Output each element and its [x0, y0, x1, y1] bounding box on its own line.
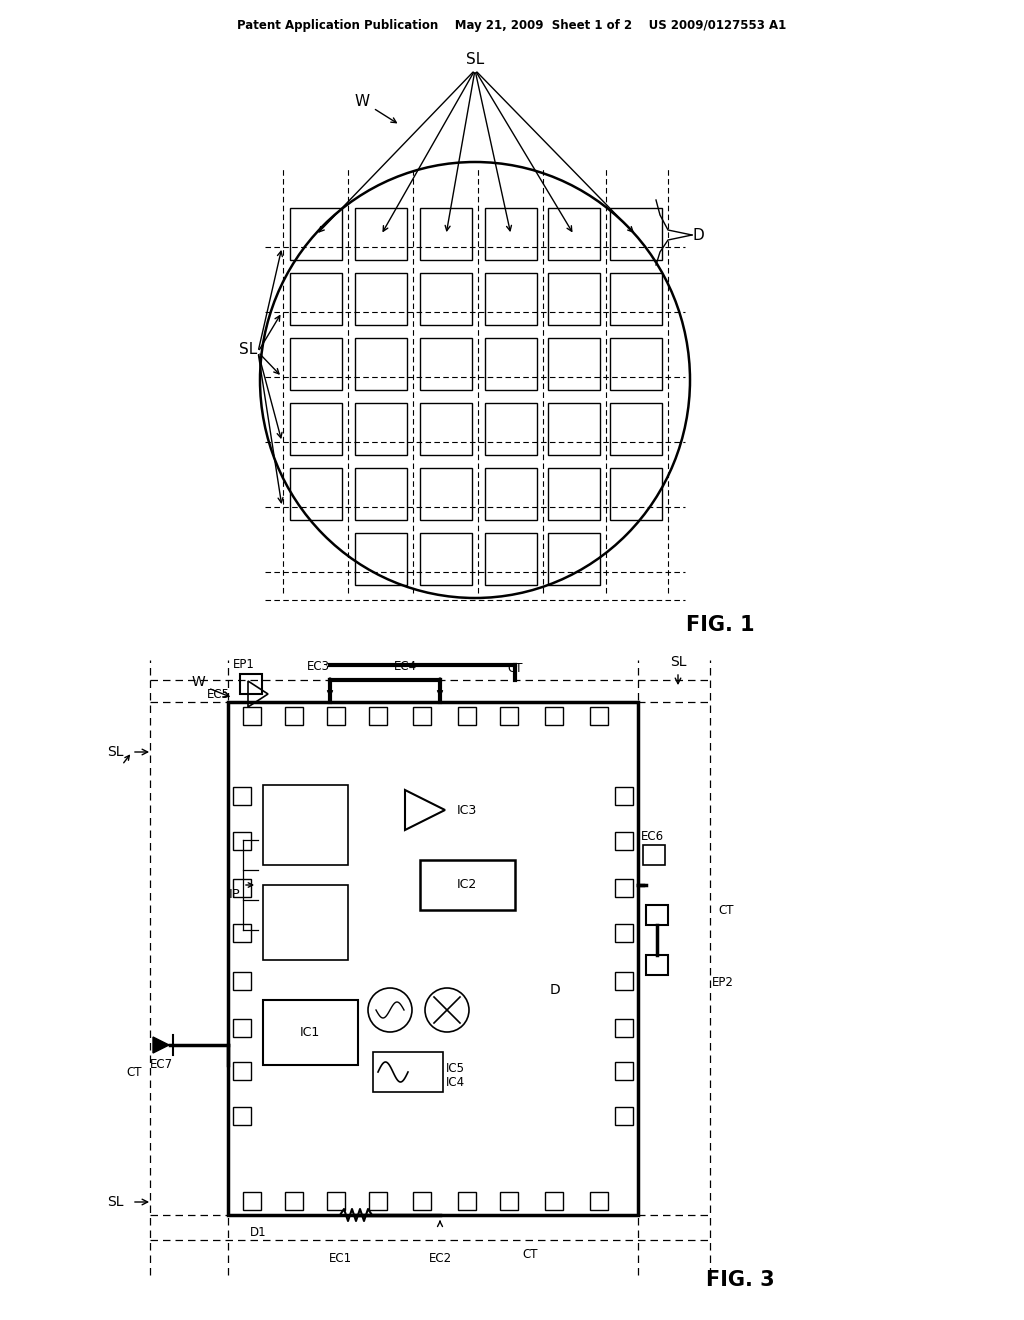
- Text: D1: D1: [250, 1226, 266, 1239]
- Text: CT: CT: [127, 1065, 142, 1078]
- Text: FIG. 1: FIG. 1: [686, 615, 755, 635]
- Text: CT: CT: [507, 661, 522, 675]
- Text: CT: CT: [718, 903, 733, 916]
- Text: SL: SL: [106, 744, 123, 759]
- Polygon shape: [153, 1038, 169, 1053]
- Text: SL: SL: [239, 342, 257, 358]
- Text: IC1: IC1: [300, 1027, 321, 1040]
- Text: EC3: EC3: [306, 660, 330, 672]
- Text: IC2: IC2: [457, 879, 477, 891]
- Text: IC4: IC4: [445, 1076, 465, 1089]
- Text: D: D: [550, 983, 560, 997]
- Text: D: D: [692, 227, 703, 243]
- Text: Patent Application Publication    May 21, 2009  Sheet 1 of 2    US 2009/0127553 : Patent Application Publication May 21, 2…: [238, 18, 786, 32]
- Text: EC2: EC2: [428, 1251, 452, 1265]
- Text: CT: CT: [522, 1249, 538, 1262]
- Text: EC4: EC4: [393, 660, 417, 672]
- Text: EC5: EC5: [207, 688, 230, 701]
- Text: EC7: EC7: [150, 1059, 173, 1072]
- Text: FIG. 3: FIG. 3: [706, 1270, 774, 1290]
- Text: IP: IP: [228, 888, 240, 902]
- Text: W: W: [191, 675, 205, 689]
- Text: SL: SL: [670, 655, 686, 669]
- Text: IC5: IC5: [445, 1061, 465, 1074]
- Text: SL: SL: [106, 1195, 123, 1209]
- Text: IC3: IC3: [457, 804, 477, 817]
- Text: EP1: EP1: [233, 657, 255, 671]
- Text: EP2: EP2: [712, 977, 734, 990]
- Text: SL: SL: [466, 53, 484, 67]
- Text: W: W: [354, 95, 370, 110]
- Text: EC6: EC6: [641, 830, 665, 843]
- Text: EC1: EC1: [329, 1251, 351, 1265]
